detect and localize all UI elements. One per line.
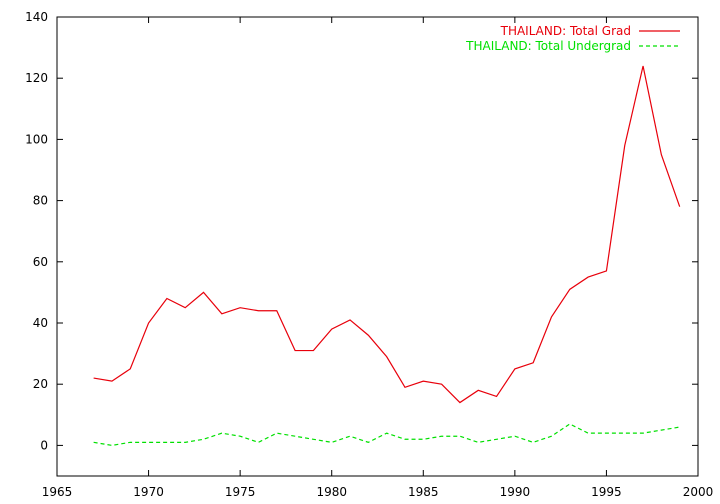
plot-frame — [56, 16, 699, 477]
y-tick-label: 100 — [25, 132, 48, 146]
series-lines — [93, 65, 681, 447]
x-tick-label: 1990 — [500, 485, 531, 499]
legend-label-1: THAILAND: Total Undergrad — [465, 39, 631, 53]
y-tick-label: 140 — [25, 10, 48, 24]
y-tick-label: 120 — [25, 71, 48, 85]
axis-ticks: 1965 1970 1975 1980 1985 1990 1995 2000 0 20 40 60 8… — [25, 10, 713, 499]
x-tick-label: 1985 — [408, 485, 439, 499]
x-tick-label: 1965 — [42, 485, 73, 499]
y-tick-label: 0 — [40, 438, 48, 452]
y-tick-label: 80 — [33, 194, 48, 208]
series-line-1 — [93, 423, 680, 447]
series-line-0 — [93, 65, 681, 404]
y-tick-label: 60 — [33, 255, 48, 269]
legend-label-0: THAILAND: Total Grad — [500, 24, 631, 38]
x-tick-label: 1995 — [591, 485, 622, 499]
y-tick-label: 40 — [33, 316, 48, 330]
x-tick-label: 1970 — [133, 485, 164, 499]
x-tick-label: 1980 — [316, 485, 347, 499]
x-tick-label: 1975 — [225, 485, 256, 499]
y-tick-label: 20 — [33, 377, 48, 391]
x-tick-label: 2000 — [683, 485, 714, 499]
